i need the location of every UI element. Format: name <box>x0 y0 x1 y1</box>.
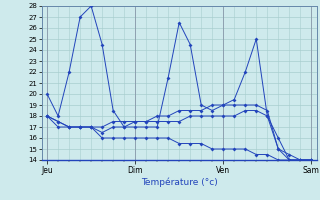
X-axis label: Température (°c): Température (°c) <box>141 177 218 187</box>
